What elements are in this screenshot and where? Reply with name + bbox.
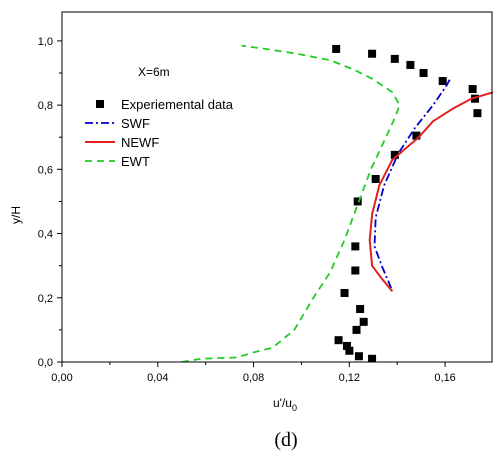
legend-label-experiemental-data: Experiemental data	[121, 97, 234, 112]
data-point-experiemental-data	[353, 197, 362, 206]
data-point-experiemental-data	[406, 60, 415, 69]
data-point-experiemental-data	[390, 150, 399, 159]
ticks: 0,00 0,04 0,08 0,12 0,16 0,0 0,2 0,4 0,6 0,8 1,0	[38, 36, 456, 384]
legend-label-ewt: EWT	[121, 154, 150, 169]
y-tick-label: 0,2	[38, 293, 53, 305]
data-point-experiemental-data	[473, 109, 482, 118]
data-point-experiemental-data	[354, 352, 363, 361]
axes	[61, 11, 493, 363]
legend: Experiemental data SWF NEWF EWT	[85, 97, 234, 169]
data-point-experiemental-data	[351, 242, 360, 251]
data-point-experiemental-data	[419, 69, 428, 78]
data-point-experiemental-data	[412, 131, 421, 140]
plot-frame	[61, 11, 493, 363]
x-axis-label-main: u'/u	[273, 396, 292, 410]
data-point-experiemental-data	[438, 77, 447, 86]
data-point-experiemental-data	[351, 266, 360, 275]
y-tick-label: 0,0	[38, 357, 53, 369]
data-point-experiemental-data	[332, 44, 341, 53]
data-point-experiemental-data	[471, 94, 480, 103]
legend-swatch-experiemental-data	[96, 100, 104, 108]
data-point-experiemental-data	[390, 54, 399, 63]
x-tick-label: 0,08	[243, 372, 264, 384]
data-point-experiemental-data	[356, 305, 365, 314]
y-tick-label: 0,6	[38, 164, 53, 176]
data-point-experiemental-data	[334, 336, 343, 345]
data-point-experiemental-data	[468, 85, 477, 94]
position-annotation: X=6m	[138, 65, 170, 79]
data-point-experiemental-data	[340, 288, 349, 297]
legend-label-swf: SWF	[121, 116, 150, 131]
data-point-experiemental-data	[368, 354, 377, 362]
data-point-experiemental-data	[352, 325, 361, 334]
x-tick-label: 0,12	[339, 372, 360, 384]
y-axis-label: y/H	[9, 206, 23, 224]
data-marks	[181, 44, 493, 362]
series-line-newf	[368, 91, 493, 293]
data-point-experiemental-data	[368, 49, 377, 58]
data-point-experiemental-data	[345, 346, 354, 355]
x-tick-label: 0,04	[147, 372, 168, 384]
figure-caption: (d)	[274, 429, 297, 451]
series-line-swf	[373, 78, 451, 289]
series-line-ewt	[181, 44, 401, 362]
legend-label-newf: NEWF	[121, 135, 159, 150]
y-tick-label: 0,4	[38, 229, 53, 241]
y-tick-label: 1,0	[38, 36, 53, 48]
x-tick-label: 0,00	[51, 372, 72, 384]
data-point-experiemental-data	[342, 341, 351, 350]
data-point-experiemental-data	[359, 317, 368, 326]
y-tick-label: 0,8	[38, 100, 53, 112]
data-point-experiemental-data	[371, 174, 380, 183]
x-axis-label-subscript: 0	[292, 403, 297, 413]
x-axis-label: u'/u0	[273, 396, 297, 413]
x-tick-label: 0,16	[434, 372, 455, 384]
